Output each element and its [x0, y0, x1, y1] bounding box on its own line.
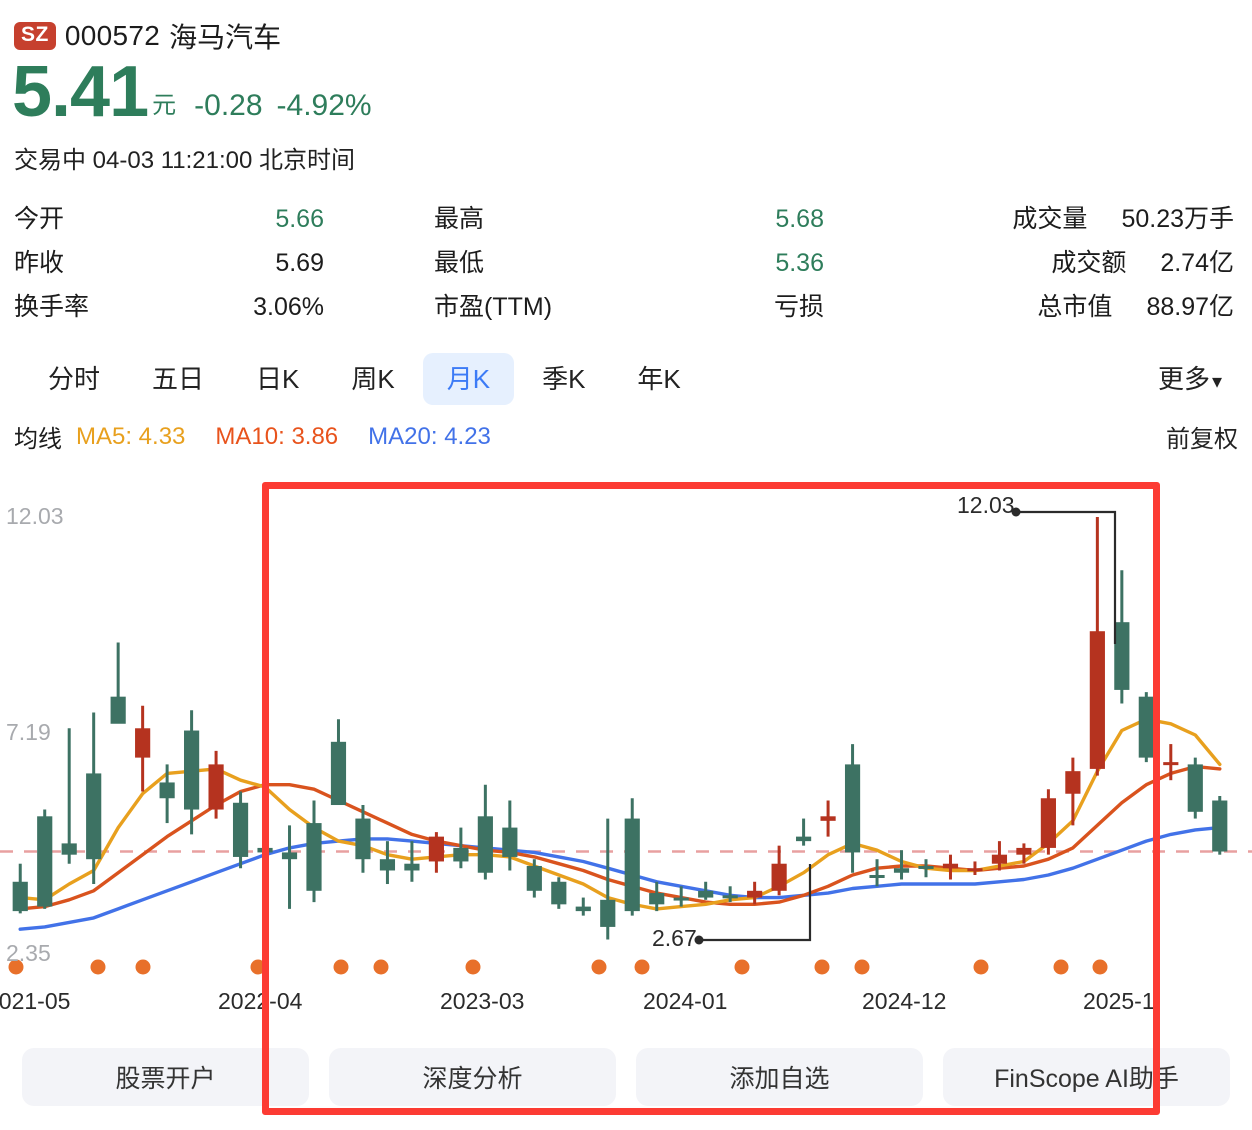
tab-fenshi[interactable]: 分时: [48, 364, 101, 395]
stat-value: 5.68: [775, 205, 824, 234]
stock-code: 000572: [64, 20, 161, 51]
stat-value: 3.06%: [253, 293, 324, 322]
stat-label: 最低: [434, 249, 485, 278]
tab-week-k[interactable]: 周K: [351, 364, 395, 395]
ma-legend-title: 均线: [14, 426, 62, 454]
stat-label: 成交量: [1012, 205, 1088, 234]
price-row: 5.41 元 -0.28 -4.92%: [0, 52, 1252, 132]
stats-grid: 今开 5.66 最高 5.68 成交量 50.23万手 昨收 5.69 最低 5…: [0, 195, 1252, 327]
ma5-value: MA5: 4.33: [76, 422, 186, 450]
tab-quarter-k[interactable]: 季K: [542, 364, 586, 395]
tab-day-k[interactable]: 日K: [256, 364, 300, 395]
stat-value: 2.74亿: [1160, 249, 1234, 278]
stats-row: 换手率 3.06% 市盈(TTM) 亏损 总市值 88.97亿: [14, 283, 1234, 327]
stat-label: 总市值: [1037, 293, 1113, 322]
stats-row: 今开 5.66 最高 5.68 成交量 50.23万手: [14, 195, 1234, 239]
chevron-down-icon: ▾: [1211, 371, 1222, 394]
stat-high: 最高 5.68: [434, 199, 914, 235]
stock-name: 海马汽车: [169, 22, 282, 53]
x-axis-tick-4: 2024-12: [862, 988, 947, 1014]
add-watchlist-button[interactable]: 添加自选: [636, 1048, 923, 1106]
stats-row: 昨收 5.69 最低 5.36 成交额 2.74亿: [14, 239, 1234, 283]
stat-label: 昨收: [14, 249, 65, 278]
stat-pe-ttm: 市盈(TTM) 亏损: [434, 287, 914, 323]
finscope-ai-button[interactable]: FinScope AI助手: [943, 1048, 1230, 1106]
x-axis-tick-3: 2024-01: [643, 988, 728, 1014]
stat-value: 5.36: [775, 249, 824, 278]
x-axis-tick-0: 2021-05: [0, 988, 71, 1014]
tab-month-k[interactable]: 月K: [422, 353, 515, 406]
tab-wuri[interactable]: 五日: [152, 364, 205, 395]
chart-canvas[interactable]: [0, 478, 1252, 1023]
adjust-mode-label[interactable]: 前复权: [1166, 426, 1238, 454]
action-button-row: 股票开户 深度分析 添加自选 FinScope AI助手: [0, 1048, 1252, 1106]
stat-value: 亏损: [773, 293, 824, 322]
current-price: 5.41: [12, 52, 149, 132]
ma10-value: MA10: 3.86: [215, 422, 339, 450]
price-change-percent: -4.92%: [276, 89, 372, 123]
stat-label: 最高: [434, 205, 485, 234]
exchange-badge: SZ: [14, 21, 56, 51]
stat-label: 市盈(TTM): [434, 293, 553, 322]
stat-turnover-amount: 成交额 2.74亿: [914, 243, 1234, 279]
stat-value: 88.97亿: [1146, 293, 1234, 322]
tab-more[interactable]: 更多 ▾: [1134, 353, 1232, 405]
y-axis-tick-mid: 7.19: [6, 719, 51, 745]
market-status: 交易中 04-03 11:21:00 北京时间: [14, 147, 356, 175]
y-axis-tick-top: 12.03: [6, 503, 64, 529]
open-account-button[interactable]: 股票开户: [22, 1048, 309, 1106]
stat-open: 今开 5.66: [14, 199, 434, 235]
x-axis-tick-2: 2023-03: [440, 988, 525, 1014]
stat-label: 今开: [14, 205, 65, 234]
stat-low: 最低 5.36: [434, 243, 914, 279]
x-axis-tick-5: 2025-1: [1083, 988, 1155, 1014]
stat-value: 5.66: [275, 205, 324, 234]
chart-period-tabs: 分时 五日 日K 周K 月K 季K 年K 更多 ▾: [0, 353, 1252, 406]
currency-unit: 元: [152, 92, 177, 120]
tab-year-k[interactable]: 年K: [637, 364, 681, 395]
stat-label: 成交额: [1051, 249, 1127, 278]
candlestick-chart[interactable]: [0, 478, 1252, 1023]
y-axis-tick-bottom: 2.35: [6, 940, 51, 966]
tab-more-label: 更多: [1157, 364, 1210, 395]
x-axis-tick-1: 2022-04: [218, 988, 303, 1014]
price-change: -0.28: [194, 89, 263, 123]
low-price-annotation: 2.67: [652, 925, 697, 951]
stat-turnover-rate: 换手率 3.06%: [14, 287, 434, 323]
symbol-row: SZ 000572 海马汽车: [0, 0, 1252, 56]
stat-value: 5.69: [275, 249, 324, 278]
ma20-value: MA20: 4.23: [368, 422, 491, 450]
stat-market-cap: 总市值 88.97亿: [914, 287, 1234, 323]
ma-legend: 均线 MA5: 4.33 MA10: 3.86 MA20: 4.23 前复权: [0, 419, 1252, 454]
high-price-annotation: 12.03: [957, 492, 1015, 518]
deep-analysis-button[interactable]: 深度分析: [329, 1048, 616, 1106]
stat-volume: 成交量 50.23万手: [914, 199, 1234, 235]
stat-prev-close: 昨收 5.69: [14, 243, 434, 279]
stat-value: 50.23万手: [1121, 205, 1234, 234]
stat-label: 换手率: [14, 293, 90, 322]
